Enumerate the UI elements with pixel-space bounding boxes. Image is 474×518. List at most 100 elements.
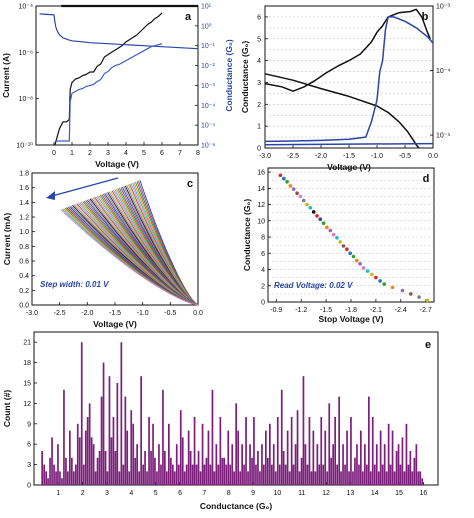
panel-b-y2-tick-label: 10⁻³ bbox=[436, 4, 450, 11]
panel-e-bar bbox=[88, 403, 91, 485]
panel-b-frame bbox=[264, 5, 434, 149]
panel-e-x-tick-label: 7 bbox=[202, 490, 206, 497]
panel-a-y2-tick-label: 10⁻¹ bbox=[201, 43, 215, 50]
panel-e-bar bbox=[203, 464, 206, 485]
panel-c-x-axis-label: Voltage (V) bbox=[93, 319, 137, 329]
panel-c-x-tick-label: -2.5 bbox=[54, 310, 66, 317]
panel-e-bar bbox=[259, 471, 261, 485]
panel-e-bar bbox=[114, 451, 117, 485]
panel-e-bar bbox=[71, 457, 73, 485]
panel-d-point bbox=[291, 187, 296, 191]
panel-d-point bbox=[409, 292, 413, 296]
panel-e-bar bbox=[360, 430, 362, 485]
panel-d-x-tick-label: -1.2 bbox=[295, 307, 307, 314]
panel-a-y-tick-label: 10⁻⁴ bbox=[19, 4, 34, 11]
panel-a-series-line bbox=[54, 43, 163, 142]
panel-d-point bbox=[361, 266, 366, 270]
panel-e-bar bbox=[375, 444, 378, 485]
panel-e-bar bbox=[381, 464, 384, 485]
panel-e-bar bbox=[57, 444, 59, 485]
panel-e-bar bbox=[43, 464, 45, 485]
panel-d-y-axis-label: Conductance (G₀) bbox=[242, 199, 252, 271]
panel-e-bar bbox=[342, 444, 344, 485]
panel-e-x-tick-label: 3 bbox=[105, 490, 109, 497]
panel-e-bar bbox=[419, 471, 422, 485]
panel-e-y-tick-label: 6 bbox=[27, 442, 31, 449]
panel-e-bar bbox=[401, 437, 404, 485]
panel-e-bar bbox=[364, 444, 366, 485]
panel-d-point bbox=[370, 272, 374, 277]
panel-e-bar bbox=[322, 464, 325, 485]
panel-a-y2-tick-label: 10¹ bbox=[201, 4, 212, 11]
panel-e-bar bbox=[59, 471, 61, 485]
panel-e-bar bbox=[393, 471, 396, 485]
panel-c-y-tick-label: 0.2 bbox=[19, 288, 29, 295]
panel-e-bar bbox=[195, 464, 198, 485]
panel-e-bar bbox=[366, 464, 368, 485]
panel-e-bar bbox=[417, 471, 420, 485]
panel-e-bar bbox=[148, 417, 150, 485]
panel-d-point bbox=[417, 295, 421, 299]
panel-e-bar bbox=[102, 362, 105, 485]
panel-e-bar bbox=[132, 423, 135, 485]
panel-e-x-tick-label: 13 bbox=[346, 490, 354, 497]
panel-d-point bbox=[285, 180, 289, 184]
panel-e-bar bbox=[304, 444, 307, 485]
panel-d-point bbox=[355, 258, 359, 263]
panel-e-bar bbox=[128, 471, 131, 485]
panel-e-y-axis-label: Count (#) bbox=[2, 390, 12, 427]
panel-b-y2-tick-label: 10⁻⁴ bbox=[436, 68, 451, 75]
panel-b-y-tick-label: 1 bbox=[257, 124, 261, 131]
panel-e-bar bbox=[73, 471, 75, 485]
panel-e-bar bbox=[385, 471, 388, 485]
panel-e-bar bbox=[124, 396, 127, 485]
panel-e-bar bbox=[92, 444, 95, 485]
panel-c-arrow-head bbox=[46, 191, 55, 200]
panel-e-bar bbox=[225, 464, 228, 485]
panel-e-bar bbox=[134, 457, 137, 485]
panel-d-y-tick-label: 0 bbox=[261, 300, 265, 307]
panel-e-bar bbox=[300, 457, 303, 485]
panel-e-bar bbox=[211, 389, 214, 485]
panel-e-bar bbox=[201, 423, 204, 485]
panel-c-y-tick-label: 0.4 bbox=[19, 273, 29, 280]
panel-b-y-tick-label: 0 bbox=[257, 146, 261, 153]
panel-d-point bbox=[305, 202, 309, 207]
panel-b-x-tick-label: -1.5 bbox=[343, 153, 355, 160]
panel-e-bar bbox=[199, 471, 202, 485]
panel-e-bar bbox=[395, 451, 398, 485]
panel-e-bar bbox=[255, 464, 257, 485]
panel-e-bar bbox=[405, 423, 408, 485]
panel-e-bar bbox=[233, 471, 235, 485]
panel-d-y-tick-label: 14 bbox=[257, 186, 265, 193]
panel-e-bar bbox=[53, 464, 55, 485]
panel-a-y2-tick-label: 10⁻² bbox=[201, 63, 215, 70]
panel-e-bar bbox=[383, 444, 386, 485]
panel-e-bar bbox=[310, 471, 313, 485]
panel-d-point bbox=[328, 228, 333, 233]
panel-b-y-axis-label: Conductance (G₀) bbox=[240, 41, 250, 113]
panel-b-x-tick-label: -0.5 bbox=[399, 153, 411, 160]
panel-e-bar bbox=[237, 430, 239, 485]
panel-d-point bbox=[400, 288, 405, 293]
panel-b-series-line bbox=[264, 16, 434, 143]
panel-e-bar bbox=[136, 444, 138, 485]
panel-e-bar bbox=[69, 430, 71, 485]
panel-a-series-line bbox=[39, 13, 199, 50]
panel-e-bar bbox=[407, 464, 410, 485]
panel-e-bar bbox=[284, 464, 287, 485]
panel-e-bar bbox=[274, 471, 277, 485]
panel-e-y-tick-label: 18 bbox=[23, 360, 31, 367]
panel-e-bar bbox=[158, 444, 160, 485]
panel-e-bar bbox=[336, 464, 338, 485]
panel-e-bar bbox=[45, 471, 47, 485]
panel-a-x-tick-label: 4 bbox=[124, 150, 128, 157]
panel-e-y-tick-label: 9 bbox=[27, 421, 31, 428]
panel-e-bar bbox=[96, 457, 99, 485]
panel-e-bar bbox=[166, 471, 168, 485]
panel-e-bar bbox=[231, 444, 234, 485]
panel-d-point bbox=[374, 275, 378, 280]
panel-e-bar bbox=[294, 444, 297, 485]
panel-d-point bbox=[321, 221, 326, 225]
panel-b-y-tick-label: 5 bbox=[257, 36, 261, 43]
